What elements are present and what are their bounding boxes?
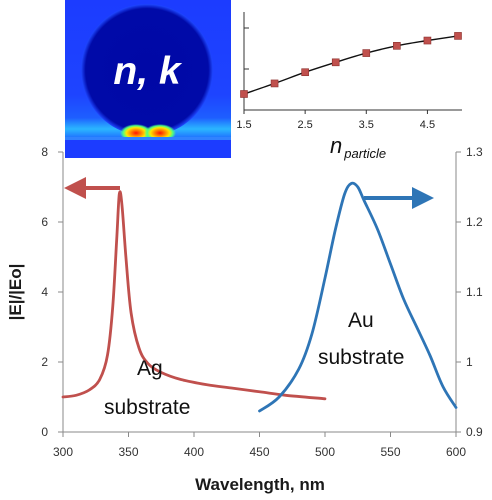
x-axis-title: Wavelength, nm (195, 475, 325, 494)
inset-data-point (423, 36, 432, 45)
y-right-tick-label: 1.3 (466, 145, 483, 159)
x-tick-label: 350 (118, 445, 138, 459)
y-left-tick-label: 4 (41, 285, 48, 299)
inset-x-tick-label: 3.5 (359, 119, 374, 131)
inset-x-tick-label: 1.5 (236, 119, 251, 131)
main-chart: 300 350 400 450 500 550 600 0 2 4 6 8 0.9 1 1.1 1.2 1.… (6, 145, 483, 494)
y-axis-title: |E|/|Eo| (6, 264, 25, 321)
inset-data-point (301, 68, 309, 77)
inset-x-label: n particle (330, 133, 386, 161)
x-tick-label: 300 (53, 445, 73, 459)
y-left-tick-label: 2 (41, 355, 48, 369)
au-annotation-line1: Au (348, 309, 374, 332)
inset-data-point (270, 79, 279, 88)
y-left-tick-label: 0 (41, 425, 48, 439)
au-annotation-line2: substrate (318, 346, 404, 369)
ag-series-line (61, 190, 327, 401)
left-axis-arrow (64, 177, 120, 199)
inset-nk-label: n, k (113, 50, 182, 93)
inset-x-tick-label: 4.5 (420, 119, 435, 131)
y-left-tick-label: 6 (41, 215, 48, 229)
y-right-tick-label: 0.9 (466, 425, 483, 439)
x-tick-label: 600 (446, 445, 466, 459)
ag-annotation-line1: Ag (137, 357, 163, 380)
field-map-inset: n, k (65, 0, 231, 158)
x-tick-label: 400 (184, 445, 204, 459)
n-particle-inset-chart: 1.5 2.5 3.5 4.5 n particle (236, 12, 462, 161)
inset-data-point (240, 90, 248, 98)
y-right-tick-label: 1.2 (466, 215, 483, 229)
x-tick-label: 450 (249, 445, 269, 459)
y-right-tick-label: 1 (466, 355, 473, 369)
inset-data-point (393, 42, 401, 50)
au-series-line (258, 181, 458, 413)
y-left-tick-label: 8 (41, 145, 48, 159)
inset-x-tick-label: 2.5 (297, 119, 312, 131)
particle-circle (81, 4, 213, 136)
inset-data-point (454, 32, 462, 40)
inset-data-point (362, 49, 371, 57)
ag-annotation-line2: substrate (104, 396, 190, 419)
y-right-tick-label: 1.1 (466, 285, 483, 299)
right-axis-arrow (364, 187, 434, 209)
x-tick-label: 550 (380, 445, 400, 459)
x-tick-label: 500 (315, 445, 335, 459)
inset-data-point (331, 58, 340, 67)
